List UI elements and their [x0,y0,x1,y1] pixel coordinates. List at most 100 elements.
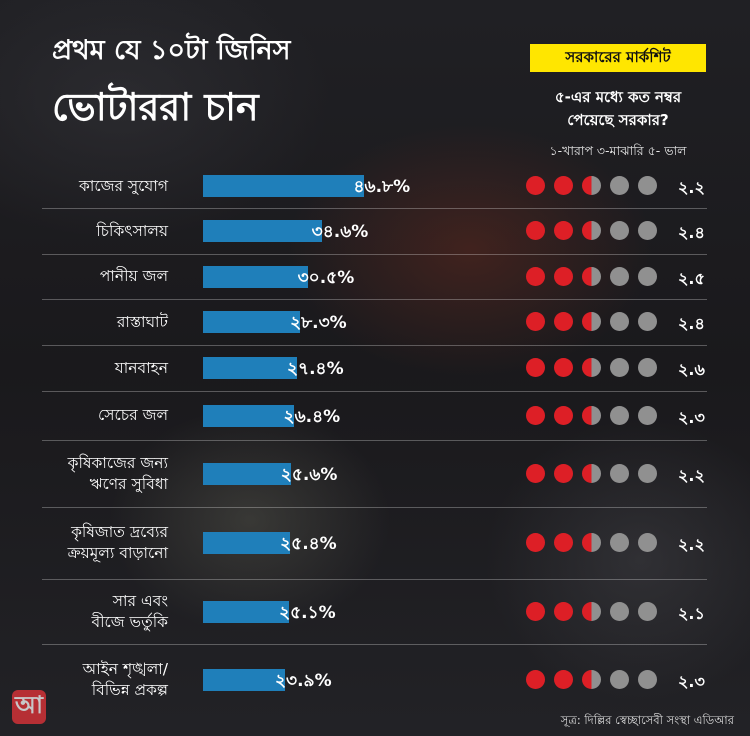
chart-row: কৃষিজাত দ্রব্যের ক্রয়মূল্য বাড়ানো ২৫.৪% ২… [42,507,707,579]
score-label: ২.৫ [678,268,705,288]
category-label: কৃষিকাজের জন্য ঋণের সুবিধা [42,440,168,507]
rating-dot [554,463,573,483]
category-label-line: আইন শৃঙ্খলা/ [82,660,168,678]
rating-dot [610,601,629,621]
rating-dot [610,176,629,195]
rating-dot [554,601,573,621]
category-label-text: কৃষিজাত দ্রব্যের ক্রয়মূল্য বাড়ানো [68,522,168,564]
category-label-line: বিভিন্ন প্রকল্প [91,681,168,699]
rating-dots [526,601,657,621]
rating-dot [526,463,545,483]
rating-dot [554,405,573,425]
value-bar [203,404,294,427]
rating-question: ৫-এর মধ্যে কত নম্বর পেয়েছে সরকার? [510,86,726,132]
category-label-line: বীজে ভর্তুকি [91,612,168,631]
value-bar [203,669,285,691]
category-label: সার এবং বীজে ভর্তুকি [42,579,168,644]
rating-dot [582,176,601,195]
rating-dot [526,266,545,286]
category-label-text: সার এবং বীজে ভর্তুকি [91,591,168,633]
marksheet-badge: সরকারের মার্কশিট [530,44,706,72]
score-label: ২.২ [678,465,705,485]
value-bar [203,311,301,333]
category-label-text: কৃষিকাজের জন্য ঋণের সুবিধা [68,453,168,495]
rating-dot [638,176,657,195]
value-label: ২৭.৪% [286,359,344,379]
score-label: ২.২ [678,535,705,554]
category-label: সেচের জল [42,391,168,440]
rating-question-line-2: পেয়েছে সরকার? [567,111,669,129]
chart-row: রাস্তাঘাট ২৮.৩% ২.৪ [42,299,707,345]
value-bar [203,357,297,379]
value-bar [203,220,322,242]
chart-row: সেচের জল ২৬.৪% ২.৩ [42,391,707,440]
rating-dot [610,463,629,483]
score-label: ২.১ [678,603,705,623]
category-label-line: কৃষিকাজের জন্য [67,453,168,472]
rating-dot [610,670,629,689]
chart-row: সার এবং বীজে ভর্তুকি ২৫.১% ২.১ [42,579,707,644]
row-separator [42,299,707,300]
rating-dot [610,405,629,425]
category-label: যানবাহন [42,345,168,391]
value-label: ৪৬.৮% [353,177,411,197]
rating-dot [526,670,545,689]
rating-dot [554,670,573,689]
value-label: ২৮.৩% [290,313,347,333]
category-label-line: ঋণের সুবিধা [89,474,168,493]
row-separator [42,644,707,645]
value-bar [203,600,290,623]
rating-dot [610,266,629,286]
category-label: রাস্তাঘাট [42,299,168,345]
category-label-line: কাজের সুযোগ [79,176,168,195]
chart-row: কৃষিকাজের জন্য ঋণের সুবিধা ২৫.৬% ২.২ [42,440,707,507]
score-label: ২.৪ [678,314,705,333]
rating-dots [526,670,657,689]
rating-dots [526,358,657,377]
row-separator [42,208,707,209]
category-label-line: সেচের জল [98,406,168,424]
rating-dot [638,221,657,240]
rating-question-line-1: ৫-এর মধ্যে কত নম্বর [554,88,682,106]
rating-dot [638,463,657,483]
rating-dot [526,533,545,552]
category-label-line: পানীয় জল [99,267,168,285]
rating-dot [638,670,657,689]
rating-dot [582,358,601,377]
category-label-text: আইন শৃঙ্খলা/ বিভিন্ন প্রকল্প [83,659,168,701]
category-label-line: ক্রয়মূল্য বাড়ানো [67,544,168,562]
rating-dot [526,221,545,240]
category-label-line: সার এবং [112,591,168,610]
score-label: ২.৩ [678,407,705,427]
rating-dot [610,312,629,331]
value-bar [203,175,364,197]
brand-logo: আ [12,690,46,724]
category-label: কৃষিজাত দ্রব্যের ক্রয়মূল্য বাড়ানো [42,507,168,579]
rating-dots [526,266,657,286]
rating-dot [554,312,573,331]
score-label: ২.৬ [678,360,705,379]
rating-dot [638,266,657,286]
value-bar [203,532,291,554]
rating-dot [526,601,545,621]
source-note: সূত্র: দিল্লির স্বেচ্ছাসেবী সংস্থা এডিআর [560,713,734,727]
category-label-line: চিকিৎসালয় [96,221,168,240]
rating-dot [582,221,601,240]
chart-row: কাজের সুযোগ ৪৬.৮% ২.২ [42,164,707,208]
row-separator [42,507,707,508]
rating-dot [610,221,629,240]
category-label-line: রাস্তাঘাট [116,312,168,331]
rating-dots [526,176,657,195]
rating-dot [582,601,601,621]
rating-dot [638,533,657,552]
rating-dot [582,463,601,483]
rating-dots [526,533,657,552]
title-line-2: ভোটাররা চান [52,85,259,129]
rating-dot [526,176,545,195]
score-label: ২.৪ [678,223,705,242]
category-label: আইন শৃঙ্খলা/ বিভিন্ন প্রকল্প [42,644,168,716]
rating-dots [526,221,657,240]
rating-dots [526,312,657,331]
rating-dot [638,358,657,377]
